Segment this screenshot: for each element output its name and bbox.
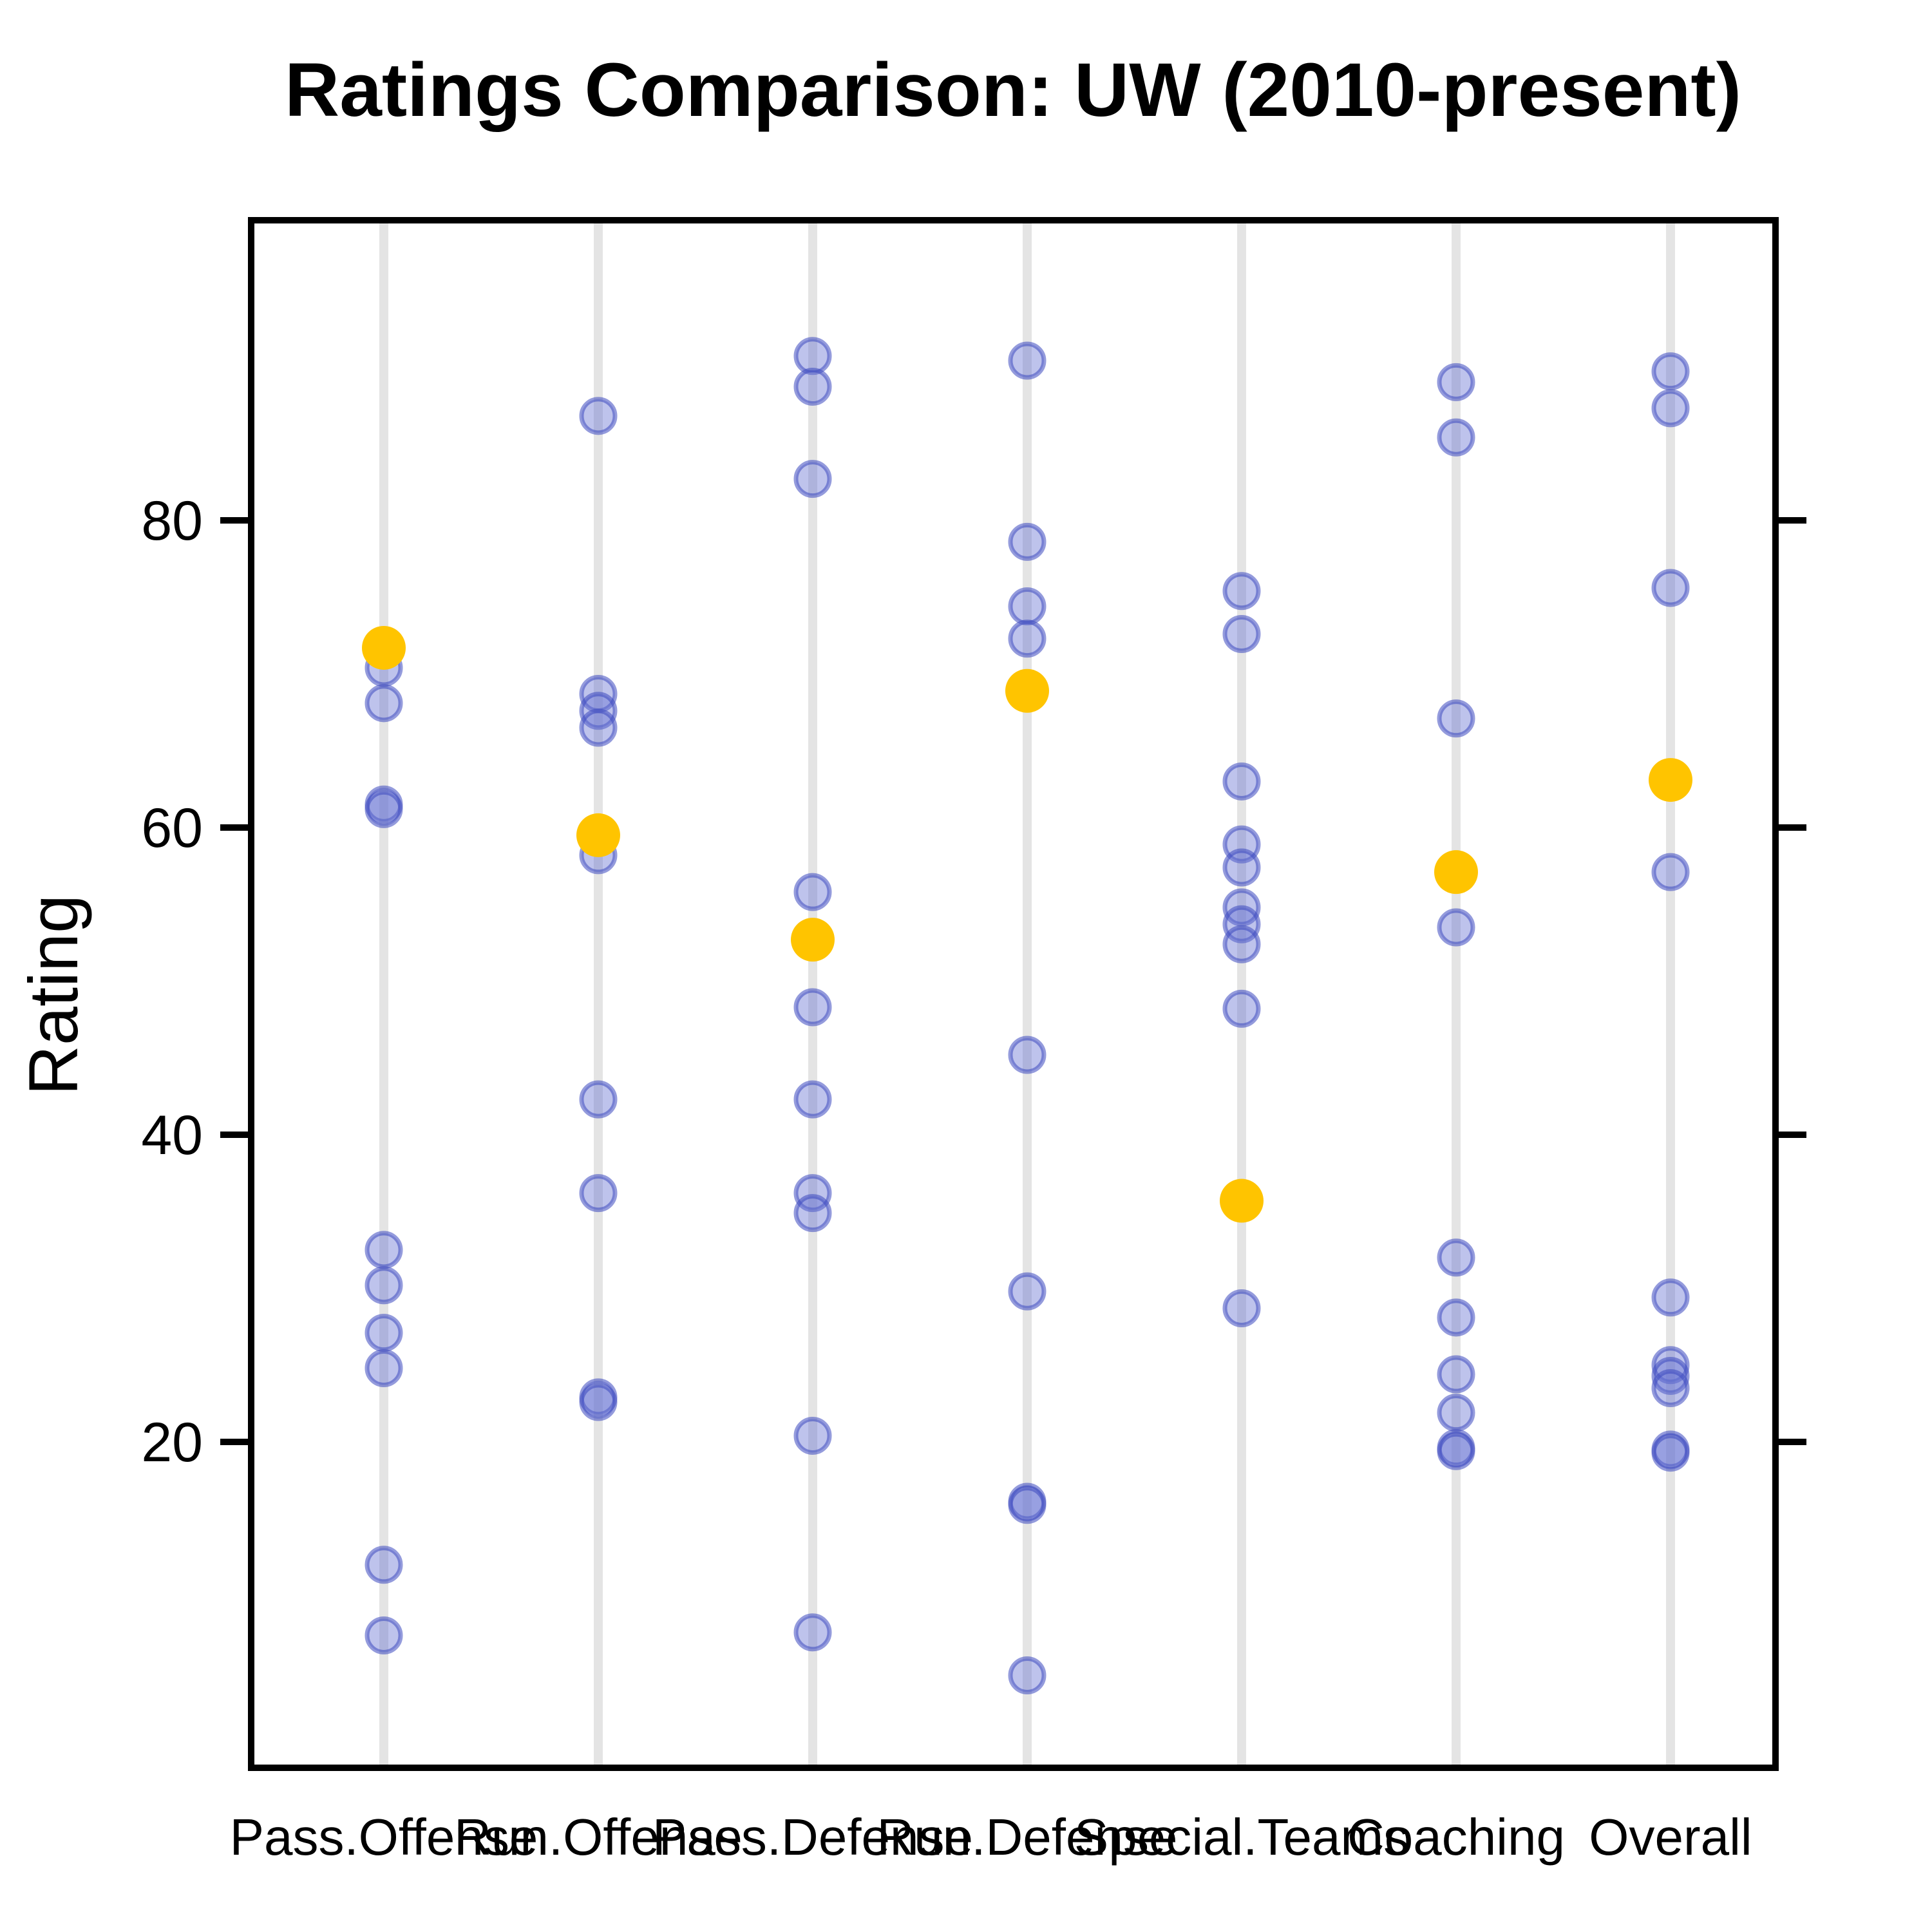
- data-point: [793, 460, 832, 498]
- y-tick-labels: 20 40 60 80: [141, 490, 203, 1473]
- y-tick-label-40: 40: [141, 1104, 203, 1166]
- data-point: [1222, 989, 1261, 1028]
- data-point: [793, 1194, 832, 1233]
- data-point: [793, 1080, 832, 1119]
- y-axis-label: Rating: [14, 895, 92, 1095]
- data-point: [793, 1613, 832, 1652]
- highlight-point: [1005, 668, 1049, 713]
- highlight-point: [1220, 1179, 1264, 1223]
- data-point: [1437, 699, 1475, 738]
- data-point: [579, 397, 618, 435]
- data-point: [1437, 363, 1475, 401]
- data-point: [1651, 1278, 1690, 1317]
- data-point: [793, 368, 832, 406]
- highlight-points-layer: [362, 625, 1692, 1223]
- data-point: [1222, 848, 1261, 887]
- y-tick-label-60: 60: [141, 797, 203, 859]
- data-point: [365, 684, 403, 723]
- data-point: [793, 337, 832, 375]
- data-point: [793, 1416, 832, 1455]
- data-point: [1008, 1656, 1046, 1695]
- highlight-point: [1434, 850, 1478, 895]
- data-point: [1651, 569, 1690, 607]
- chart-title: Ratings Comparison: UW (2010-present): [285, 48, 1741, 133]
- data-point: [1437, 1238, 1475, 1277]
- category-gridlines: [379, 220, 1675, 1768]
- data-point: [1651, 1356, 1690, 1395]
- x-category-labels: Pass.OffenseRun.OffensePass.DefenseRun.D…: [230, 1808, 1752, 1866]
- data-point: [365, 1314, 403, 1352]
- data-point: [793, 988, 832, 1027]
- data-point: [365, 1546, 403, 1584]
- data-point: [579, 1080, 618, 1119]
- data-point: [365, 1349, 403, 1388]
- data-point: [1008, 587, 1046, 626]
- data-point: [365, 1266, 403, 1305]
- x-category-label-Coaching: Coaching: [1347, 1808, 1565, 1866]
- data-point: [1651, 1369, 1690, 1408]
- data-point: [793, 873, 832, 911]
- data-point: [1008, 1486, 1046, 1524]
- data-point: [1222, 762, 1261, 800]
- x-category-label-Run.Offense: Run.Offense: [454, 1808, 743, 1866]
- data-point: [1651, 1434, 1690, 1472]
- data-point: [1222, 925, 1261, 963]
- data-points-layer: [365, 337, 1690, 1695]
- highlight-point: [362, 625, 406, 670]
- data-point: [1008, 620, 1046, 658]
- data-point: [1651, 389, 1690, 428]
- data-point: [579, 1383, 618, 1421]
- plot-border: [248, 217, 1779, 1771]
- data-point: [1008, 1036, 1046, 1074]
- axis-ticks: [220, 517, 1806, 1445]
- x-category-label-Special.Teams: Special.Teams: [1074, 1808, 1409, 1866]
- data-point: [1222, 614, 1261, 653]
- highlight-point: [576, 813, 620, 857]
- data-point: [1008, 341, 1046, 380]
- data-point: [1222, 1289, 1261, 1328]
- x-category-label-Run.Defense: Run.Defense: [877, 1808, 1178, 1866]
- data-point: [1222, 572, 1261, 611]
- data-point: [1008, 522, 1046, 561]
- x-category-label-Pass.Offense: Pass.Offense: [230, 1808, 538, 1866]
- data-point: [579, 1174, 618, 1213]
- x-category-label-Overall: Overall: [1589, 1808, 1752, 1866]
- data-point: [1437, 908, 1475, 947]
- data-point: [365, 1616, 403, 1655]
- data-point: [1437, 1298, 1475, 1337]
- data-point: [1437, 1355, 1475, 1394]
- data-point: [1222, 905, 1261, 943]
- data-point: [365, 1231, 403, 1269]
- data-point: [1651, 352, 1690, 391]
- data-point: [365, 790, 403, 828]
- data-point: [1651, 853, 1690, 891]
- plot-box: [248, 217, 1779, 1771]
- data-point: [1437, 418, 1475, 457]
- x-category-label-Pass.Defense: Pass.Defense: [652, 1808, 973, 1866]
- y-tick-label-80: 80: [141, 490, 203, 552]
- data-point: [1437, 1394, 1475, 1432]
- data-point: [1008, 1272, 1046, 1311]
- data-point: [579, 708, 618, 747]
- data-point: [793, 1174, 832, 1213]
- y-tick-label-20: 20: [141, 1412, 203, 1473]
- highlight-point: [1649, 758, 1692, 802]
- highlight-point: [791, 918, 835, 962]
- data-point: [1437, 1432, 1475, 1470]
